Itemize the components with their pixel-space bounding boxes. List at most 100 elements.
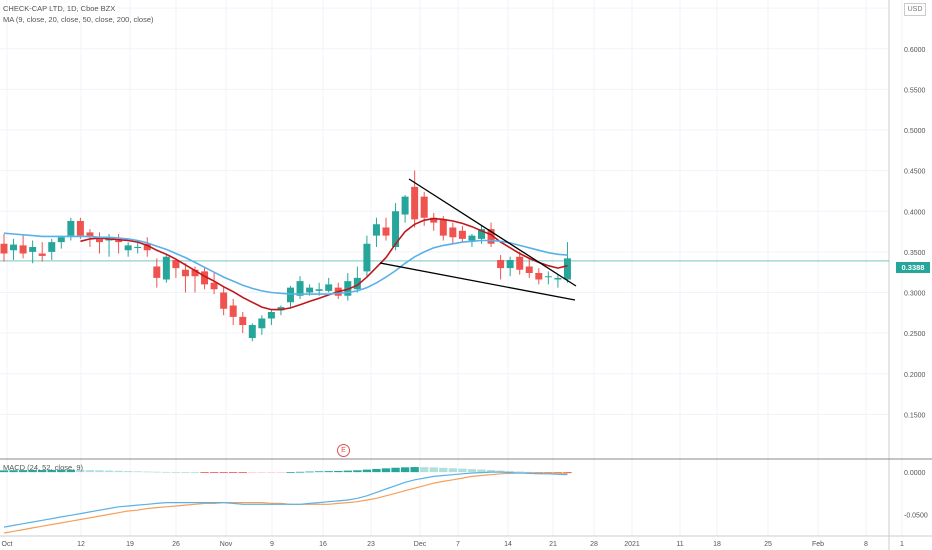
macd-histogram-bar <box>391 467 400 473</box>
candle-body <box>277 307 285 311</box>
macd-histogram-bar <box>334 470 343 473</box>
macd-histogram-bar <box>143 471 152 473</box>
time-tick-label: Dec <box>414 541 427 548</box>
candle-body <box>382 227 390 236</box>
candle-body <box>458 230 466 239</box>
candle-body <box>239 316 247 325</box>
macd-histogram-bar <box>381 468 391 473</box>
candle-body <box>210 282 218 290</box>
macd-histogram-bar <box>162 471 171 473</box>
price-tick-label: 0.5500 <box>904 87 926 94</box>
currency-label[interactable]: USD <box>904 3 926 16</box>
macd-histogram-bar <box>267 472 276 473</box>
time-tick-label: 23 <box>367 541 375 548</box>
macd-histogram-bar <box>353 470 362 473</box>
candle-body <box>258 318 266 329</box>
macd-histogram-bar <box>229 472 238 473</box>
macd-histogram-bar <box>47 469 56 473</box>
macd-histogram-bar <box>181 472 190 473</box>
candle-body <box>248 325 256 338</box>
candle-body <box>411 186 419 220</box>
upper-trendline[interactable] <box>408 178 577 287</box>
macd-legend[interactable]: MACD (24, 52, close, 9) <box>3 463 84 472</box>
candle-body <box>124 245 132 251</box>
macd-histogram-bar <box>362 469 372 473</box>
macd-axis[interactable]: 0.0000 -0.0500 <box>904 470 928 519</box>
time-tick-label: 25 <box>764 541 772 548</box>
macd-layer <box>0 467 572 534</box>
time-tick-label: 11 <box>676 541 683 548</box>
candle-body <box>172 260 180 269</box>
macd-histogram-bar <box>505 471 515 473</box>
candle-body <box>563 258 571 280</box>
macd-histogram-bar <box>429 467 438 473</box>
macd-histogram-bar <box>171 471 181 473</box>
macd-histogram-bar <box>400 467 410 473</box>
candle-body <box>287 287 294 303</box>
moving-averages-layer <box>3 217 568 311</box>
price-axis[interactable]: 0.65000.60000.55000.50000.45000.40000.35… <box>904 6 926 419</box>
candle-body <box>220 292 228 309</box>
price-tick-label: 0.2000 <box>904 372 926 379</box>
candle-body <box>57 237 65 243</box>
time-tick-label: 18 <box>713 541 721 548</box>
macd-histogram-bar <box>28 470 37 473</box>
candle-body <box>430 217 438 223</box>
macd-histogram-bar <box>448 468 458 473</box>
candle-body <box>392 211 400 247</box>
macd-histogram-bar <box>76 469 85 473</box>
candle-body <box>439 219 447 236</box>
time-tick-label: 28 <box>590 541 598 548</box>
macd-histogram-bar <box>324 471 333 473</box>
macd-histogram-bar <box>305 471 314 473</box>
macd-histogram-bar <box>420 467 429 473</box>
time-tick-label: Nov <box>220 541 233 548</box>
macd-histogram-bar <box>314 471 324 473</box>
time-axis[interactable]: Oct 12 19 26 Nov 9 16 23 Dec 7 14 21 28 2021 11 18 25 Feb… <box>2 541 904 548</box>
macd-histogram-bar <box>190 472 200 473</box>
indicator-legend[interactable]: MA (9, close, 20, close, 50, close, 200,… <box>3 15 154 24</box>
macd-histogram-bar <box>114 470 123 473</box>
candle-body <box>96 238 103 243</box>
candle-body <box>115 240 123 243</box>
macd-histogram-bar <box>95 470 104 473</box>
time-tick-label: 26 <box>172 541 180 548</box>
macd-tick-label: -0.0500 <box>904 512 928 519</box>
candle-body <box>201 271 209 285</box>
earnings-event-icon[interactable]: E <box>337 444 350 457</box>
candle-body <box>363 243 371 272</box>
macd-histogram-bar <box>0 470 9 473</box>
time-tick-label: 2021 <box>624 541 640 548</box>
macd-histogram-bar <box>209 472 219 473</box>
candle-body <box>267 312 275 319</box>
candle-body <box>535 273 543 280</box>
candle-body <box>19 245 27 254</box>
ma-line <box>3 232 568 295</box>
chart-header: CHECK-CAP LTD, 1D, Cboe BZX MA (9, close… <box>3 3 154 25</box>
macd-histogram-bar <box>18 470 28 473</box>
price-tick-label: 0.5000 <box>904 128 926 135</box>
macd-histogram-bar <box>123 471 133 473</box>
macd-histogram-bar <box>85 470 95 473</box>
time-tick-label: 14 <box>504 541 512 548</box>
time-tick-label: 9 <box>270 541 274 548</box>
price-tick-label: 0.2500 <box>904 331 926 338</box>
symbol-title[interactable]: CHECK-CAP LTD, 1D, Cboe BZX <box>3 4 116 13</box>
candle-body <box>372 224 380 236</box>
macd-histogram-bar <box>410 467 419 473</box>
candle-body <box>525 266 533 273</box>
candle-body <box>153 266 161 278</box>
macd-histogram-bar <box>295 471 305 473</box>
candle-body <box>38 253 46 256</box>
candle-body <box>544 276 552 278</box>
time-tick-label: 1 <box>900 541 904 548</box>
price-tick-label: 0.6000 <box>904 47 926 54</box>
candle-body <box>86 232 94 238</box>
macd-histogram-bar <box>248 472 257 473</box>
candle-body <box>306 287 314 293</box>
lower-trendline[interactable] <box>379 262 576 301</box>
macd-histogram-bar <box>257 472 267 473</box>
price-tick-label: 0.3000 <box>904 291 926 298</box>
price-tick-label: 0.1500 <box>904 412 926 419</box>
